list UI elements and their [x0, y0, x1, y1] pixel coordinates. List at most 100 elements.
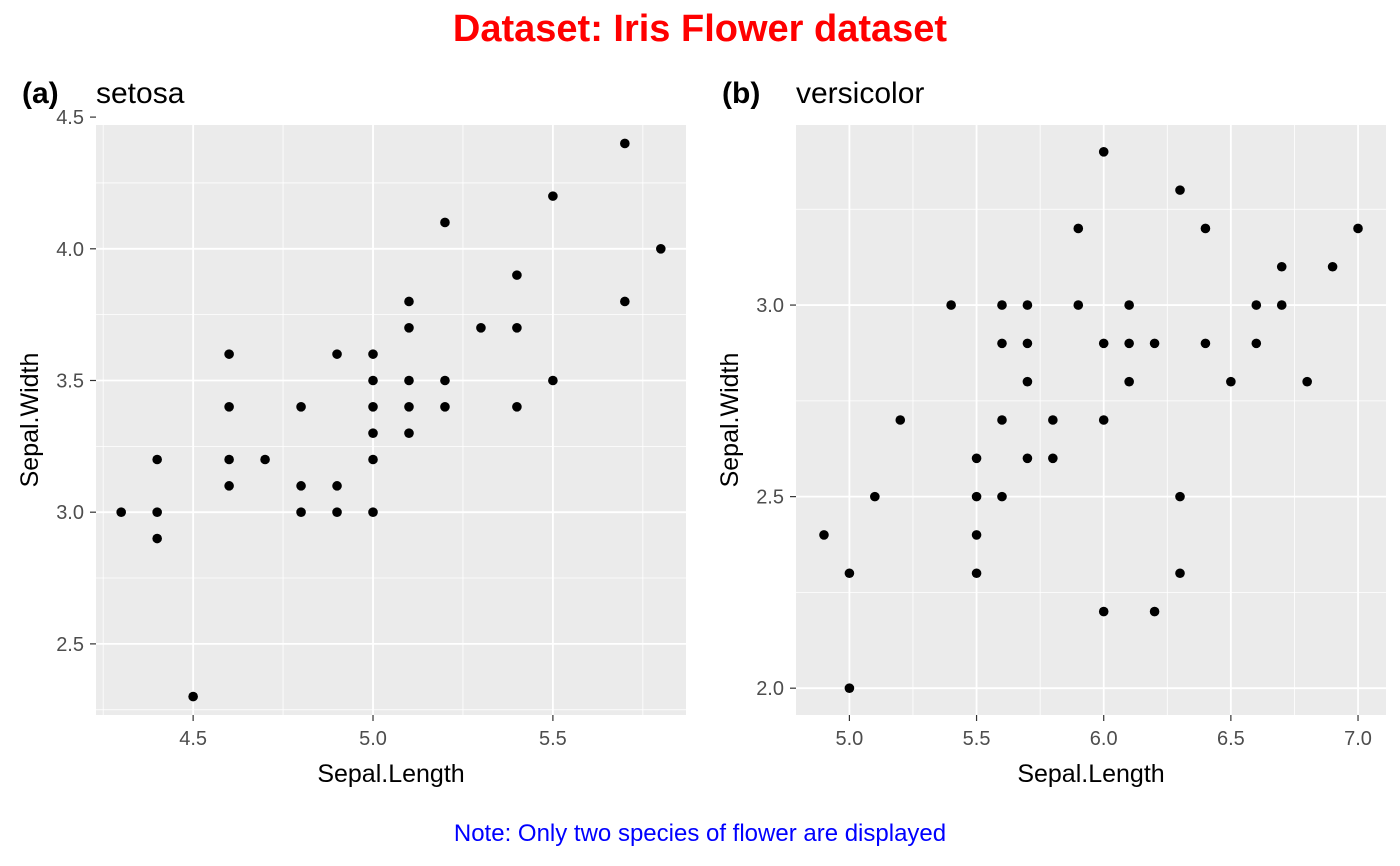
- panel-b-data-point: [1353, 223, 1363, 234]
- panel-a-data-point: [224, 402, 234, 412]
- panel-b-data-point: [997, 491, 1007, 502]
- panel-b: 5.0 5.5 6.0 6.5 7.0 2.0 2.5 3.0 Sepal.Length Sepa…: [716, 77, 1386, 788]
- panel-a-x-tick-label: 5.5: [539, 728, 567, 750]
- panel-b-data-point: [1098, 338, 1109, 349]
- panel-a-data-point: [368, 454, 378, 465]
- panel-a-y-tick-label: 4.0: [56, 239, 84, 261]
- panel-a-data-point: [404, 323, 414, 333]
- panel-b-data-point: [1226, 376, 1236, 387]
- panel-a-data-point: [656, 243, 666, 254]
- panel-a-x-tick-label: 4.5: [179, 728, 207, 750]
- panel-a-y-tick-label: 4.5: [56, 107, 84, 129]
- panel-a-y-tick-label: 3.5: [56, 370, 84, 392]
- panel-a-data-point: [512, 402, 522, 412]
- panel-b-data-point: [1175, 185, 1185, 195]
- panel-b-data-point: [1276, 261, 1287, 272]
- panel-b-data-point: [997, 338, 1007, 349]
- panel-b-data-point: [844, 568, 855, 579]
- panel-a-data-point: [440, 217, 450, 228]
- panel-b-data-point: [1098, 147, 1109, 157]
- panel-a-data-point: [296, 402, 306, 412]
- figure-title: Dataset: Iris Flower dataset: [452, 8, 948, 50]
- panel-b-data-point: [971, 491, 982, 502]
- panel-b-data-point: [844, 683, 855, 693]
- panel-a-data-point: [368, 349, 378, 359]
- panel-b-data-point: [971, 568, 982, 579]
- panel-b-data-point: [819, 530, 829, 540]
- panel-a-data-point: [512, 323, 522, 333]
- panel-a-data-point: [548, 191, 558, 201]
- panel-b-x-tick-label: 6.0: [1090, 728, 1118, 750]
- panel-a-y-tick-label: 3.0: [56, 502, 84, 524]
- panel-a-data-point: [476, 323, 486, 333]
- panel-a-background: [96, 125, 686, 715]
- panel-a-data-point: [332, 507, 342, 517]
- panel-a-data-point: [332, 481, 342, 491]
- panel-b-data-point: [1327, 261, 1338, 272]
- panel-b-data-point: [997, 415, 1007, 425]
- panel-a-data-point: [404, 428, 414, 438]
- panel-a-data-point: [152, 507, 162, 517]
- panel-b-data-point: [1022, 376, 1033, 387]
- panel-b-x-tick-label: 5.0: [835, 728, 863, 750]
- panel-b-data-point: [971, 453, 982, 464]
- panel-b-data-point: [971, 530, 982, 540]
- panel-b-data-point: [997, 300, 1007, 310]
- panel-a-x-axis-title: Sepal.Length: [317, 760, 464, 788]
- panel-b-data-point: [1251, 338, 1262, 349]
- panel-a-data-point: [404, 296, 414, 307]
- panel-b-y-axis-title: Sepal.Width: [716, 353, 744, 488]
- panel-b-data-point: [1048, 453, 1058, 464]
- figure-note: Note: Only two species of flower are dis…: [453, 820, 947, 847]
- panel-a-data-point: [620, 296, 630, 307]
- panel-b-data-point: [1022, 300, 1033, 310]
- panel-a-data-point: [620, 138, 630, 149]
- panel-b-x-axis-title: Sepal.Length: [1017, 760, 1164, 788]
- panel-b-data-point: [1175, 491, 1185, 502]
- panel-a-data-point: [332, 349, 342, 359]
- panel-a: 4.5 5.0 5.5 2.5 3.0 3.5 4.0 4.5 Sepal.Length Sepa…: [16, 77, 686, 788]
- panel-b-data-point: [1124, 376, 1134, 387]
- panel-b-data-point: [895, 415, 906, 425]
- panel-a-y-tick-label: 2.5: [56, 634, 84, 656]
- panel-a-data-point: [152, 533, 162, 544]
- panel-a-data-point: [368, 375, 378, 386]
- panel-a-data-point: [296, 481, 306, 491]
- panel-b-title: versicolor: [796, 77, 924, 110]
- panel-b-data-point: [1124, 300, 1134, 310]
- panel-a-data-point: [368, 402, 378, 412]
- panel-a-x-tick-label: 5.0: [359, 728, 387, 750]
- panel-a-data-point: [512, 270, 522, 280]
- panel-a-data-point: [368, 428, 378, 438]
- panel-b-data-point: [1022, 338, 1033, 349]
- panel-b-data-point: [1073, 300, 1084, 310]
- panel-b-x-tick-label: 5.5: [963, 728, 991, 750]
- panel-b-data-point: [946, 300, 956, 310]
- panel-b-background: [796, 125, 1386, 715]
- panel-b-data-point: [1200, 223, 1211, 234]
- panel-a-data-point: [368, 507, 378, 517]
- panel-a-y-axis-title: Sepal.Width: [16, 353, 44, 488]
- panel-a-data-point: [404, 402, 414, 412]
- panel-a-data-point: [260, 454, 270, 465]
- panel-b-data-point: [1124, 338, 1134, 349]
- panel-a-title: setosa: [96, 77, 185, 110]
- panel-b-data-point: [1149, 338, 1160, 349]
- panel-b-data-point: [1073, 223, 1084, 234]
- panel-b-data-point: [1098, 415, 1109, 425]
- panel-b-tag: (b): [722, 77, 760, 110]
- panel-b-data-point: [1098, 606, 1109, 617]
- panel-a-data-point: [224, 454, 234, 465]
- panel-b-y-tick-label: 2.0: [756, 678, 784, 700]
- panel-b-data-point: [1302, 376, 1312, 387]
- panel-a-data-point: [440, 402, 450, 412]
- panel-a-data-point: [404, 375, 414, 386]
- panel-b-x-tick-label: 6.5: [1217, 728, 1245, 750]
- panel-a-data-point: [152, 454, 162, 465]
- panel-b-data-point: [1048, 415, 1058, 425]
- panel-b-data-point: [1276, 300, 1287, 310]
- panel-a-data-point: [440, 375, 450, 386]
- panel-b-data-point: [1251, 300, 1262, 310]
- panel-a-data-point: [188, 691, 198, 702]
